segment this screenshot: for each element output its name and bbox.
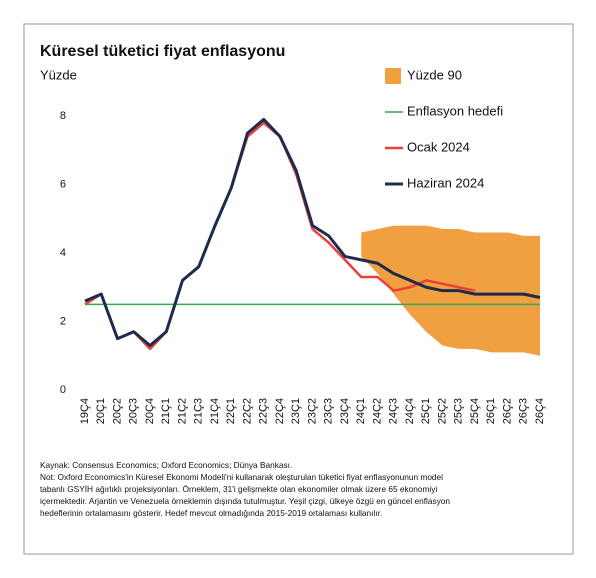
y-tick-label: 2 xyxy=(60,315,66,327)
x-tick-label: 25Ç2 xyxy=(436,398,448,424)
x-tick-label: 22Ç2 xyxy=(241,398,253,424)
x-tick-label: 20Ç4 xyxy=(144,398,156,424)
legend-swatch xyxy=(385,68,401,84)
note-line: tabanlı GSYİH ağırlıklı projeksiyonları.… xyxy=(40,484,437,494)
x-tick-label: 26Ç4 xyxy=(534,398,546,424)
x-tick-label: 24Ç3 xyxy=(388,398,400,424)
y-tick-label: 0 xyxy=(60,384,66,396)
chart-title: Küresel tüketici fiyat enflasyonu xyxy=(40,43,285,60)
x-tick-label: 24Ç4 xyxy=(404,398,416,424)
legend-label: Haziran 2024 xyxy=(407,175,484,190)
x-tick-label: 22Ç3 xyxy=(258,398,270,424)
x-tick-label: 23Ç3 xyxy=(323,398,335,424)
x-tick-label: 26Ç2 xyxy=(501,398,513,424)
note-line: Not: Oxford Economics'in Küresel Ekonomi… xyxy=(40,472,443,482)
x-tick-label: 24Ç2 xyxy=(371,398,383,424)
x-tick-label: 26Ç1 xyxy=(485,398,497,424)
y-tick-label: 6 xyxy=(60,178,66,190)
x-tick-label: 20Ç3 xyxy=(128,398,140,424)
legend-label: Enflasyon hedefi xyxy=(407,103,503,118)
x-tick-label: 22Ç1 xyxy=(225,398,237,424)
x-tick-label: 23Ç4 xyxy=(339,398,351,424)
source: Kaynak: Consensus Economics; Oxford Econ… xyxy=(40,460,292,470)
legend-label: Ocak 2024 xyxy=(407,139,470,154)
y-axis-label: Yüzde xyxy=(40,67,77,82)
frame xyxy=(23,23,574,555)
note-line: içermektedir. Arjantin ve Venezuela örne… xyxy=(40,496,450,506)
note-line: hedeflerinin ortalamasını gösterir. Hede… xyxy=(40,508,382,518)
x-tick-label: 20Ç1 xyxy=(95,398,107,424)
legend-label: Yüzde 90 xyxy=(407,67,462,82)
x-tick-label: 25Ç4 xyxy=(469,398,481,424)
x-tick-label: 21Ç2 xyxy=(176,398,188,424)
x-tick-label: 21Ç1 xyxy=(160,398,172,424)
x-tick-label: 21Ç3 xyxy=(193,398,205,424)
x-tick-label: 23Ç1 xyxy=(290,398,302,424)
x-tick-label: 25Ç1 xyxy=(420,398,432,424)
series-line xyxy=(84,117,541,347)
x-tick-label: 19Ç4 xyxy=(79,398,91,424)
x-tick-label: 24Ç1 xyxy=(355,398,367,424)
x-tick-label: 20Ç2 xyxy=(111,398,123,424)
x-tick-label: 22Ç4 xyxy=(274,398,286,424)
x-tick-label: 25Ç3 xyxy=(453,398,465,424)
x-tick-label: 23Ç2 xyxy=(306,398,318,424)
x-tick-label: 26Ç3 xyxy=(518,398,530,424)
x-tick-label: 21Ç4 xyxy=(209,398,221,424)
y-tick-label: 4 xyxy=(60,247,66,259)
y-tick-label: 8 xyxy=(60,110,66,122)
